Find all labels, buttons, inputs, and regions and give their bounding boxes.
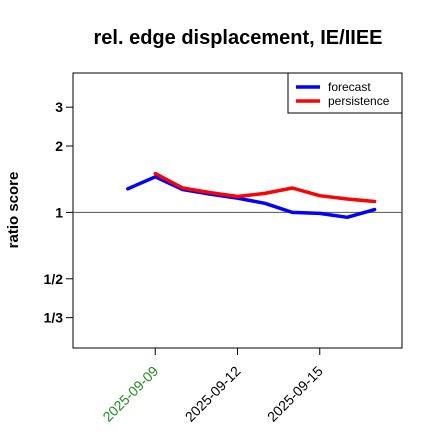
x-tick-label: 2025-09-15 [264, 363, 326, 425]
plot-frame [72, 72, 403, 349]
x-tick-label: 2025-09-09 [99, 363, 161, 425]
y-axis: 1/3 1/2 1 2 3 [44, 99, 73, 326]
y-tick-label: 1 [55, 204, 63, 220]
x-axis: 2025-09-09 2025-09-12 2025-09-15 [99, 348, 326, 425]
y-tick-label: 2 [55, 138, 63, 154]
y-tick-label: 3 [55, 99, 63, 115]
series-line-persistence [153, 171, 377, 204]
y-tick-label: 1/3 [44, 310, 64, 326]
series-layer [126, 171, 377, 220]
y-axis-label: ratio score [5, 172, 22, 249]
x-tick-label: 2025-09-12 [182, 363, 244, 425]
y-tick-label: 1/2 [44, 271, 64, 287]
legend-box [287, 72, 403, 114]
legend-label-forecast: forecast [328, 80, 371, 94]
chart-title: rel. edge displacement, IE/IIEE [94, 27, 383, 49]
series-line-forecast [126, 175, 377, 220]
legend-label-persistence: persistence [328, 94, 390, 108]
